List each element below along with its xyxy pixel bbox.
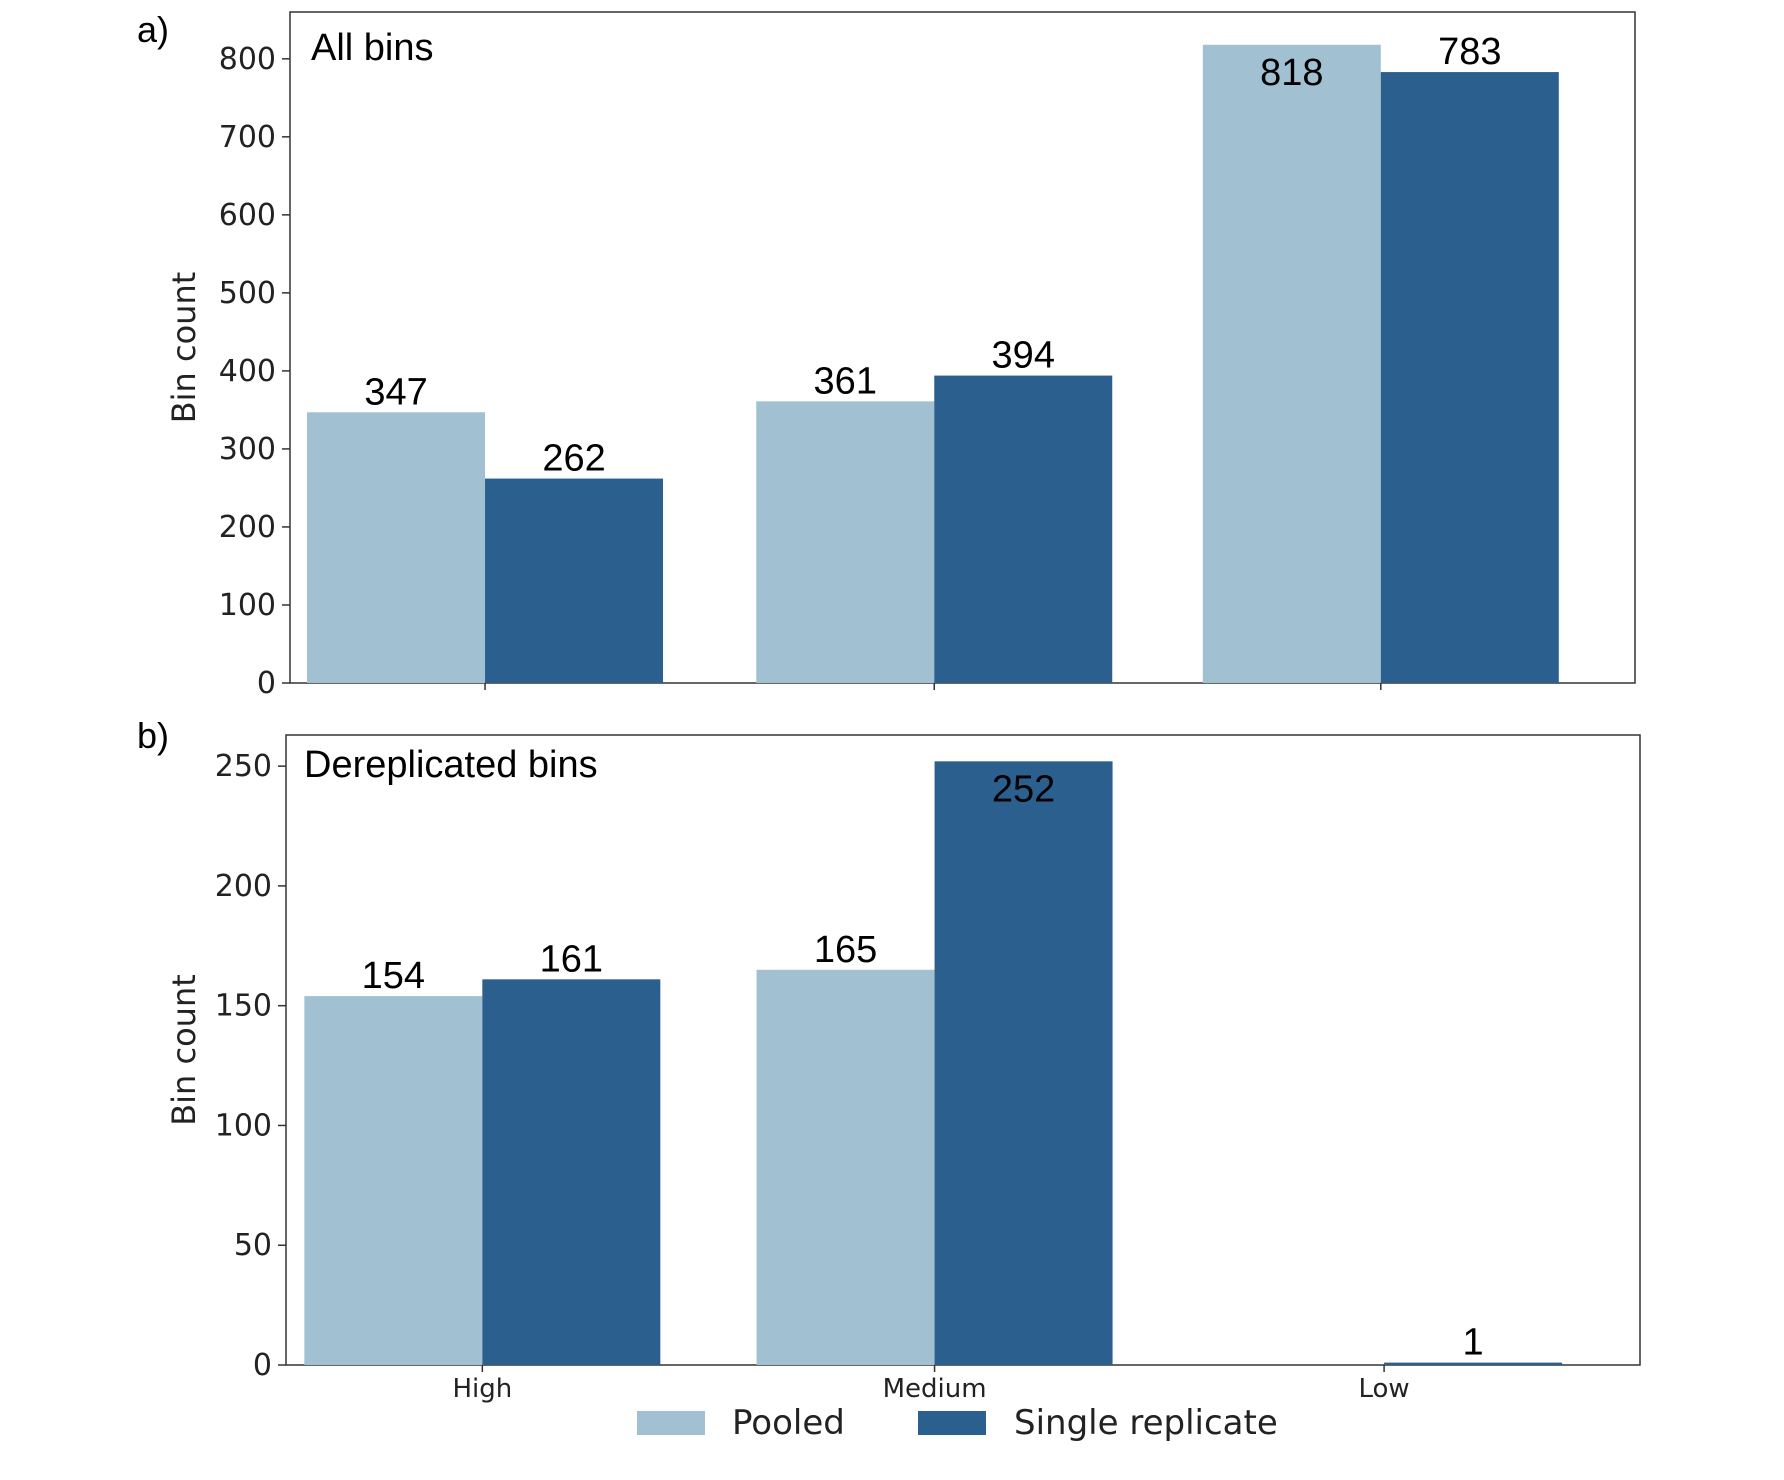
panel-a-bar-high-single-replicate — [485, 478, 664, 683]
panel-b-ytick-label: 50 — [234, 1228, 272, 1263]
panel-b-bar-high-single-replicate — [482, 979, 661, 1365]
panel-a-data-label-low-single-replicate: 783 — [1438, 31, 1501, 73]
panel-b-category-label-medium: Medium — [883, 1374, 987, 1404]
panel-b-title: Dereplicated bins — [304, 744, 598, 786]
panel-a: 0 100 200 300 400 500 600 700 800 Bin count a) All … — [137, 9, 1636, 701]
panel-b-data-label-high-single-replicate: 161 — [540, 938, 603, 980]
panel-b-ytick-label: 250 — [215, 749, 272, 784]
panel-a-ytick-label: 200 — [219, 510, 276, 545]
panel-a-ytick-label: 800 — [219, 42, 276, 77]
panel-a-bar-medium-single-replicate — [934, 375, 1113, 683]
panel-a-bar-low-pooled — [1202, 44, 1381, 683]
panel-b-data-label-low-single-replicate: 1 — [1463, 1322, 1484, 1364]
panel-a-bar-low-single-replicate — [1380, 72, 1559, 684]
panel-b: 0 50 100 150 200 250 Bin count b) Dereplicated b… — [137, 715, 1641, 1404]
legend: Pooled Single replicate — [637, 1403, 1278, 1443]
panel-b-ytick-label: 150 — [215, 989, 272, 1024]
panel-a-ytick-label: 300 — [219, 432, 276, 467]
panel-a-data-label-low-pooled: 818 — [1260, 52, 1323, 94]
panel-a-data-label-medium-pooled: 361 — [814, 360, 877, 402]
panel-b-letter: b) — [137, 715, 169, 756]
panel-b-ytick-label: 200 — [215, 869, 272, 904]
panel-b-category-label-high: High — [452, 1374, 512, 1404]
panel-a-ytick-label: 500 — [219, 276, 276, 311]
panel-a-title: All bins — [311, 27, 434, 69]
panel-a-ytick-label: 100 — [219, 588, 276, 623]
panel-b-category-label-low: Low — [1358, 1374, 1409, 1404]
panel-b-bar-high-pooled — [304, 996, 483, 1365]
panel-b-data-label-medium-pooled: 165 — [814, 929, 877, 971]
panel-b-bar-low-single-replicate — [1384, 1362, 1563, 1365]
panel-a-ytick-label: 700 — [219, 120, 276, 155]
panel-b-ytick-label: 0 — [253, 1348, 272, 1383]
panel-b-ytick-label: 100 — [215, 1108, 272, 1143]
legend-label-single-replicate: Single replicate — [1014, 1403, 1278, 1443]
panel-a-bar-medium-pooled — [756, 401, 935, 683]
panel-a-bar-high-pooled — [307, 412, 486, 683]
panel-a-letter: a) — [137, 9, 169, 50]
panel-a-ytick-label: 0 — [257, 666, 276, 701]
panel-a-data-label-medium-single-replicate: 394 — [992, 335, 1055, 377]
legend-label-pooled: Pooled — [732, 1403, 845, 1443]
panel-a-y-axis-label: Bin count — [165, 272, 203, 424]
panel-b-data-label-medium-single-replicate: 252 — [992, 768, 1055, 810]
panel-a-ytick-label: 400 — [219, 354, 276, 389]
panel-a-data-label-high-pooled: 347 — [364, 371, 427, 413]
panel-a-ytick-label: 600 — [219, 198, 276, 233]
legend-swatch-single-replicate — [918, 1411, 986, 1435]
panel-b-bar-medium-pooled — [756, 969, 935, 1365]
panel-b-data-label-high-pooled: 154 — [362, 955, 425, 997]
panel-b-bar-medium-single-replicate — [934, 761, 1113, 1365]
legend-swatch-pooled — [637, 1411, 705, 1435]
panel-b-y-axis-label: Bin count — [165, 974, 203, 1126]
panel-a-data-label-high-single-replicate: 262 — [542, 438, 605, 480]
